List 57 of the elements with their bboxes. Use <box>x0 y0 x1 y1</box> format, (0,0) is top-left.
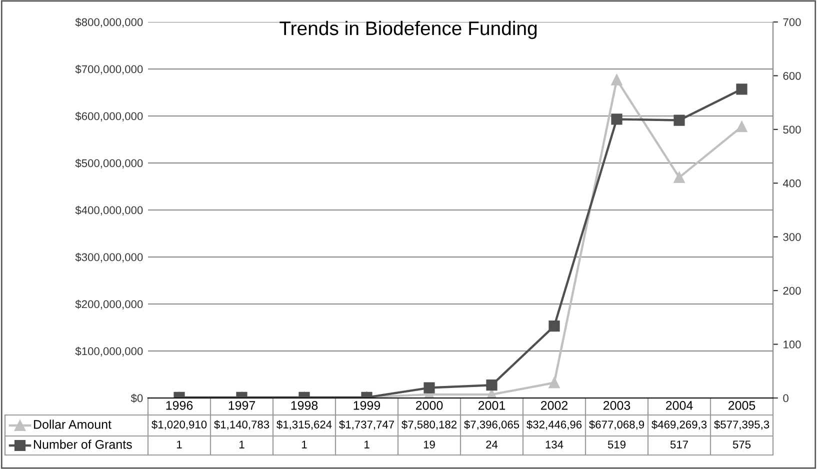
y2-tick-label: 300 <box>783 233 801 241</box>
data-label: $1,737,747 <box>339 420 394 430</box>
y2-tick-label: 200 <box>783 286 801 295</box>
point <box>674 172 685 183</box>
data-label: 134 <box>546 440 564 448</box>
data-label: 1 <box>302 440 307 448</box>
y2-tick-label: 400 <box>782 179 801 188</box>
y2-tick-label: 600 <box>783 72 801 80</box>
y-tick-label: $700,000,000 <box>75 64 143 74</box>
data-label: 1 <box>364 440 370 448</box>
data-label: $1,315,624 <box>276 420 332 430</box>
data-label: $577,395,3 <box>714 420 770 430</box>
data-label: 519 <box>608 440 626 448</box>
x-tick-label: 2003 <box>603 401 630 410</box>
y-tick-label: $200,000,000 <box>75 300 143 310</box>
data-label: $1,020,910 <box>152 420 207 430</box>
y-tick-label: $0 <box>130 394 143 403</box>
data-label: 19 <box>424 440 435 448</box>
data-label: 1 <box>177 440 182 448</box>
legend-label: Number of Grants <box>34 440 132 449</box>
y2-tick-label: 0 <box>783 394 788 402</box>
point <box>611 74 622 86</box>
x-tick-label: 1997 <box>228 401 256 410</box>
y-tick-label: $600,000,000 <box>75 112 143 122</box>
x-tick-label: 1998 <box>291 401 318 410</box>
x-tick-label: 2005 <box>728 401 756 410</box>
chart-title: Trends in Biodefence Funding <box>280 20 537 40</box>
y-tick-label: $100,000,000 <box>75 346 143 356</box>
point <box>548 377 560 388</box>
point <box>736 84 748 95</box>
y2-tick-label: 500 <box>783 126 801 134</box>
y-tick-label: $400,000,000 <box>75 206 143 216</box>
y-tick-label: $300,000,000 <box>75 252 143 262</box>
legend-label: Dollar Amount <box>34 420 112 429</box>
y2-tick-label: 700 <box>783 18 801 26</box>
y-tick-label: $800,000,000 <box>75 18 143 28</box>
data-label: $677,068,9 <box>589 420 644 430</box>
data-label: 1 <box>240 440 244 448</box>
y-tick-label: $500,000,000 <box>75 158 143 168</box>
data-label: $1,140,783 <box>214 420 270 430</box>
data-label: 517 <box>670 440 688 448</box>
point <box>611 114 622 125</box>
x-tick-label: 2000 <box>416 401 443 410</box>
data-label: $32,446,96 <box>526 420 582 430</box>
data-label: $7,580,182 <box>402 420 456 430</box>
data-label: 24 <box>486 440 498 448</box>
data-label: 575 <box>732 440 751 448</box>
x-tick-label: 2002 <box>540 401 568 410</box>
x-tick-label: 1996 <box>166 401 193 410</box>
data-label: $469,269,3 <box>652 420 707 430</box>
x-tick-label: 2001 <box>478 401 506 410</box>
y2-tick-label: 100 <box>784 340 801 348</box>
data-label: $7,396,065 <box>464 420 520 430</box>
point <box>736 121 748 132</box>
point <box>674 114 685 126</box>
x-tick-label: 1999 <box>354 401 380 410</box>
x-tick-label: 2004 <box>666 401 693 410</box>
